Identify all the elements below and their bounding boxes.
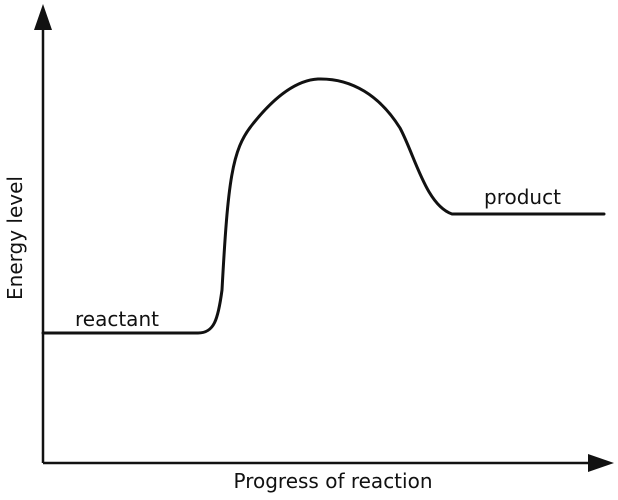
y-axis-arrowhead xyxy=(34,4,52,30)
energy-curve xyxy=(41,77,606,335)
reactant-label: reactant xyxy=(75,307,159,331)
product-label: product xyxy=(484,185,561,209)
y-axis-label: Energy level xyxy=(3,176,27,300)
x-axis-label: Progress of reaction xyxy=(234,469,433,493)
x-axis-arrowhead xyxy=(588,454,614,472)
